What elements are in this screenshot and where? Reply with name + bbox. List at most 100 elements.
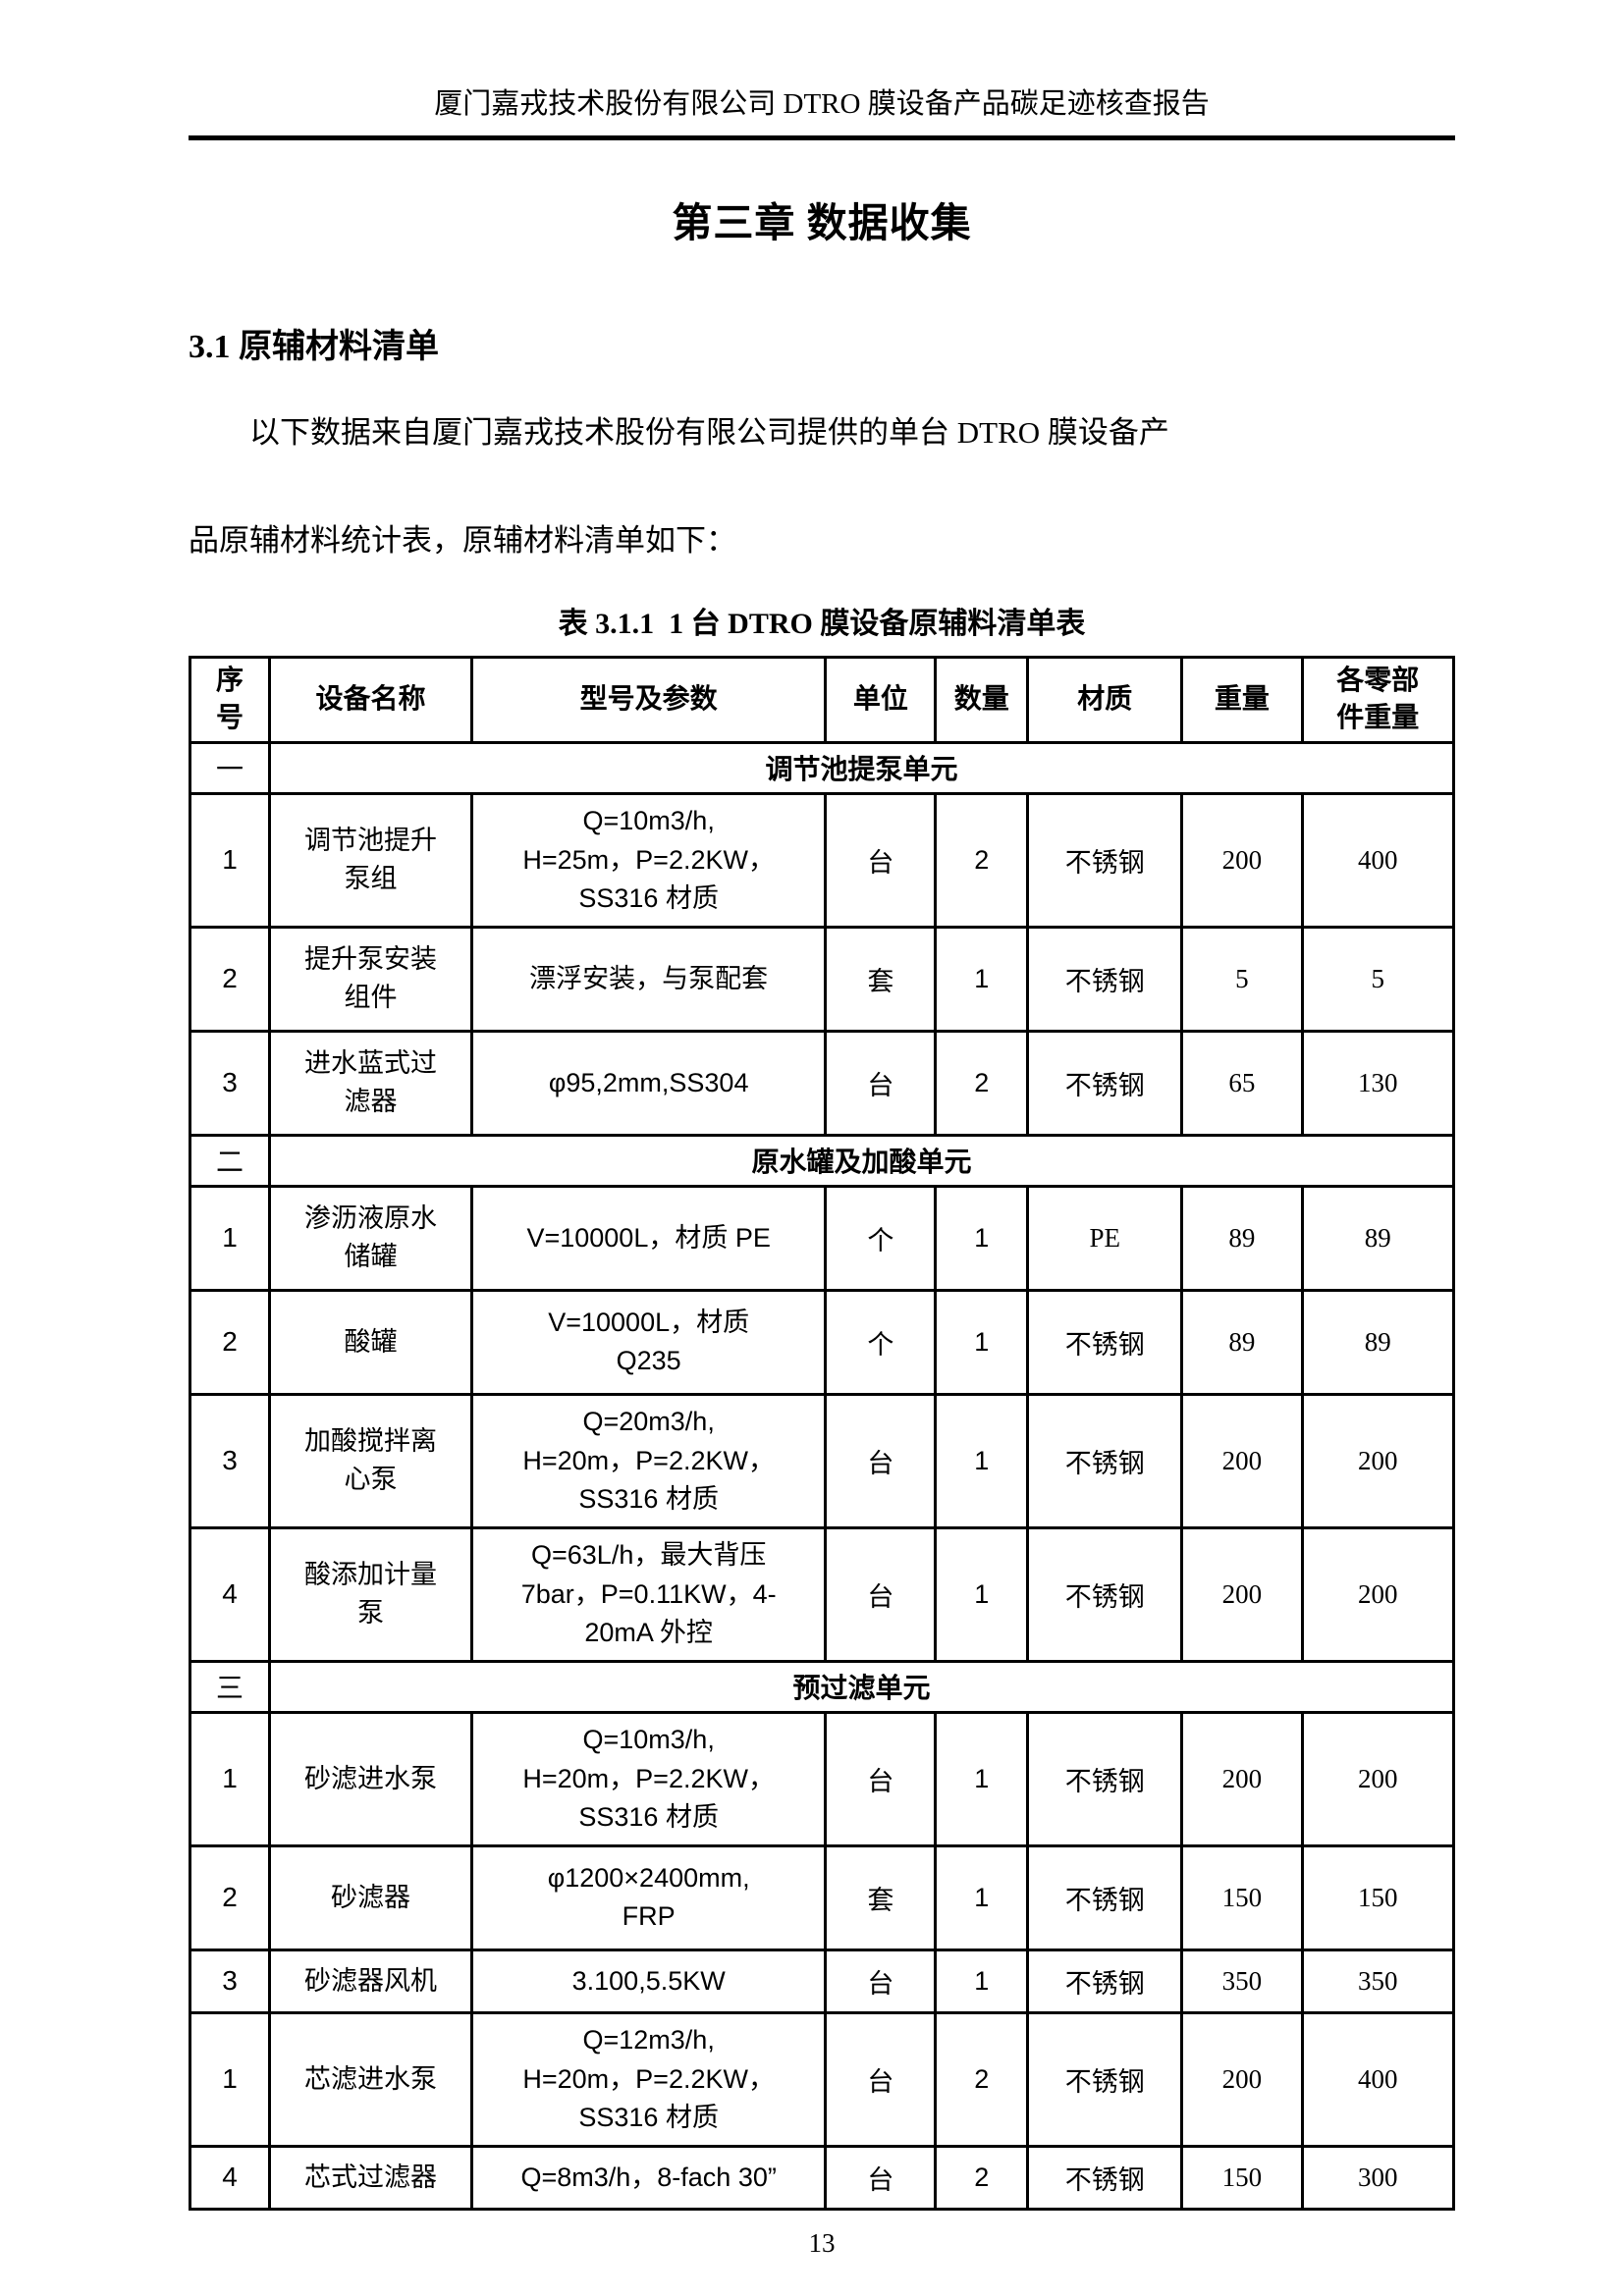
material-cell: 不锈钢 [1026,1948,1184,2014]
material-cell: 不锈钢 [1026,1843,1184,1951]
quantity-cell: 1 [934,925,1030,1033]
model-params-cell: 漂浮安装，与泵配套 [469,925,828,1033]
parts-weight-cell: 150 [1300,1843,1456,1951]
model-params-cell: φ95,2mm,SS304 [469,1029,828,1137]
unit-cell: 台 [824,2010,938,2148]
quantity-cell: 1 [934,1288,1030,1396]
page-number: 13 [808,2227,836,2258]
material-cell: 不锈钢 [1026,791,1184,929]
equipment-name-cell: 砂滤进水泵 [268,1710,473,1847]
col-header-weight: 重量 [1180,656,1304,744]
parts-weight-cell: 300 [1300,2144,1456,2211]
seq-cell: 2 [188,1843,272,1951]
weight-cell: 350 [1180,1948,1304,2014]
weight-cell: 89 [1180,1184,1304,1292]
quantity-cell: 1 [934,1184,1030,1292]
seq-cell: 4 [188,2144,272,2211]
equipment-name-cell: 砂滤器 [268,1843,473,1951]
material-cell: 不锈钢 [1026,1392,1184,1529]
model-params-cell: Q=10m3/h, H=20m，P=2.2KW， SS316 材质 [469,1710,828,1847]
material-cell: 不锈钢 [1026,2010,1184,2148]
section-row: 三预过滤单元 [188,1659,1455,1714]
weight-cell: 150 [1180,1843,1304,1951]
weight-cell: 5 [1180,925,1304,1033]
col-header-unit: 单位 [824,656,938,744]
seq-cell: 1 [188,1710,272,1847]
weight-cell: 200 [1180,1710,1304,1847]
material-cell: 不锈钢 [1026,2144,1184,2211]
col-header-model-params: 型号及参数 [469,656,828,744]
table-row: 3 加酸搅拌离 心泵 Q=20m3/h, H=20m，P=2.2KW， SS316 … [188,1392,1456,1529]
unit-cell: 台 [824,1525,938,1663]
parts-weight-cell: 200 [1300,1710,1456,1847]
equipment-name-cell: 加酸搅拌离 心泵 [268,1392,473,1529]
model-params-cell: V=10000L，材质 Q235 [469,1288,828,1396]
col-header-parts-weight: 各零部 件重量 [1300,656,1456,744]
unit-cell: 台 [824,1392,938,1529]
material-cell: 不锈钢 [1026,1029,1184,1137]
seq-cell: 4 [188,1525,272,1663]
unit-cell: 套 [824,1843,938,1951]
model-params-cell: Q=8m3/h，8-fach 30” [469,2144,828,2211]
col-header-quantity: 数量 [934,656,1030,744]
materials-table: 序 号 设备名称 型号及参数 单位 数量 材质 重量 各零部 件重量 一调节池提… [188,656,1456,2211]
quantity-cell: 1 [934,1843,1030,1951]
model-params-cell: φ1200×2400mm, FRP [469,1843,828,1951]
chapter-title: 第三章 数据收集 [672,200,972,245]
quantity-cell: 1 [934,1710,1030,1847]
unit-cell: 台 [824,791,938,929]
section-number-cell: 一 [188,740,272,795]
running-header-text: 厦门嘉戎技术股份有限公司 DTRO 膜设备产品碳足迹核查报告 [434,88,1210,120]
table-row: 2 砂滤器 φ1200×2400mm, FRP 套 1 不锈钢 150 150 [188,1843,1456,1951]
model-params-cell: Q=63L/h，最大背压 7bar，P=0.11KW，4- 20mA 外控 [469,1525,828,1663]
quantity-cell: 1 [934,1392,1030,1529]
section-number-cell: 二 [188,1133,272,1188]
table-header-row: 序 号 设备名称 型号及参数 单位 数量 材质 重量 各零部 件重量 [188,656,1456,744]
model-params-cell: 3.100,5.5KW [469,1948,828,2014]
parts-weight-cell: 5 [1300,925,1456,1033]
table-row: 1 砂滤进水泵 Q=10m3/h, H=20m，P=2.2KW， SS316 材质台… [188,1710,1456,1847]
section-row: 一调节池提泵单元 [188,740,1455,795]
materials-table-body: 一调节池提泵单元 1 调节池提升 泵组 Q=10m3/h, H=25m，P=2.2KW… [188,740,1456,2211]
table-row: 3 砂滤器风机 3.100,5.5KW 台 1 不锈钢 350 350 [188,1948,1456,2014]
material-cell: 不锈钢 [1026,925,1184,1033]
section-heading: 3.1 原辅材料清单 [189,329,439,365]
col-header-equipment-name: 设备名称 [268,656,473,744]
intro-paragraph: 以下数据来自厦门嘉戎技术股份有限公司提供的单台 DTRO 膜设备产 品原辅材料统… [189,415,1169,558]
unit-cell: 个 [824,1288,938,1396]
section-title-cell: 原水罐及加酸单元 [268,1133,1455,1188]
equipment-name-cell: 芯滤进水泵 [268,2010,473,2148]
table-row: 3 进水蓝式过 滤器 φ95,2mm,SS304 台 2 不锈钢 65 130 [188,1029,1456,1137]
weight-cell: 89 [1180,1288,1304,1396]
model-params-cell: Q=10m3/h, H=25m，P=2.2KW， SS316 材质 [469,791,828,929]
equipment-name-cell: 酸添加计量 泵 [268,1525,473,1663]
table-row: 2 提升泵安装 组件 漂浮安装，与泵配套套 1 不锈钢 5 5 [188,925,1456,1033]
material-cell: 不锈钢 [1026,1288,1184,1396]
weight-cell: 65 [1180,1029,1304,1137]
weight-cell: 200 [1180,1525,1304,1663]
quantity-cell: 1 [934,1948,1030,2014]
table-row: 4 酸添加计量 泵 Q=63L/h，最大背压 7bar，P=0.11KW，4- 20… [188,1525,1456,1663]
unit-cell: 台 [824,2144,938,2211]
table-row: 4 芯式过滤器 Q=8m3/h，8-fach 30” 台 2 不锈钢 150 300 [188,2144,1456,2211]
equipment-name-cell: 砂滤器风机 [268,1948,473,2014]
parts-weight-cell: 89 [1300,1184,1456,1292]
seq-cell: 2 [188,1288,272,1396]
parts-weight-cell: 200 [1300,1525,1456,1663]
unit-cell: 台 [824,1710,938,1847]
equipment-name-cell: 酸罐 [268,1288,473,1396]
seq-cell: 3 [188,1392,272,1529]
seq-cell: 1 [188,791,272,929]
quantity-cell: 2 [934,791,1030,929]
seq-cell: 1 [188,2010,272,2148]
parts-weight-cell: 350 [1300,1948,1456,2014]
equipment-name-cell: 芯式过滤器 [268,2144,473,2211]
material-cell: 不锈钢 [1026,1710,1184,1847]
seq-cell: 2 [188,925,272,1033]
equipment-name-cell: 提升泵安装 组件 [268,925,473,1033]
quantity-cell: 1 [934,1525,1030,1663]
table-row: 2 酸罐 V=10000L，材质 Q235 个 1 不锈钢 89 89 [188,1288,1456,1396]
quantity-cell: 2 [934,1029,1030,1137]
weight-cell: 200 [1180,2010,1304,2148]
